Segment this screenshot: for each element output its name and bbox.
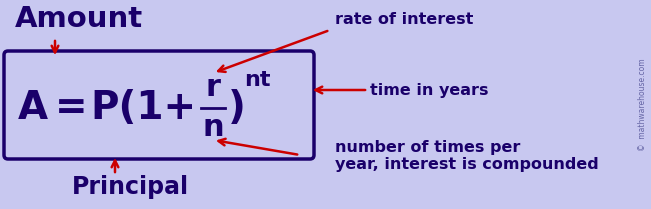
Text: A: A bbox=[18, 89, 48, 127]
Text: n: n bbox=[202, 112, 224, 141]
Text: rate of interest: rate of interest bbox=[335, 12, 473, 27]
FancyBboxPatch shape bbox=[4, 51, 314, 159]
Text: ): ) bbox=[228, 89, 246, 127]
Text: =: = bbox=[55, 89, 88, 127]
Text: time in years: time in years bbox=[370, 83, 488, 98]
Text: r: r bbox=[206, 74, 221, 102]
Text: Principal: Principal bbox=[72, 175, 189, 199]
Text: ©  mathwarehouse.com: © mathwarehouse.com bbox=[638, 58, 647, 151]
Text: Amount: Amount bbox=[15, 5, 143, 33]
Text: number of times per
year, interest is compounded: number of times per year, interest is co… bbox=[335, 140, 599, 172]
Text: nt: nt bbox=[244, 70, 271, 90]
Text: P(1+: P(1+ bbox=[90, 89, 196, 127]
